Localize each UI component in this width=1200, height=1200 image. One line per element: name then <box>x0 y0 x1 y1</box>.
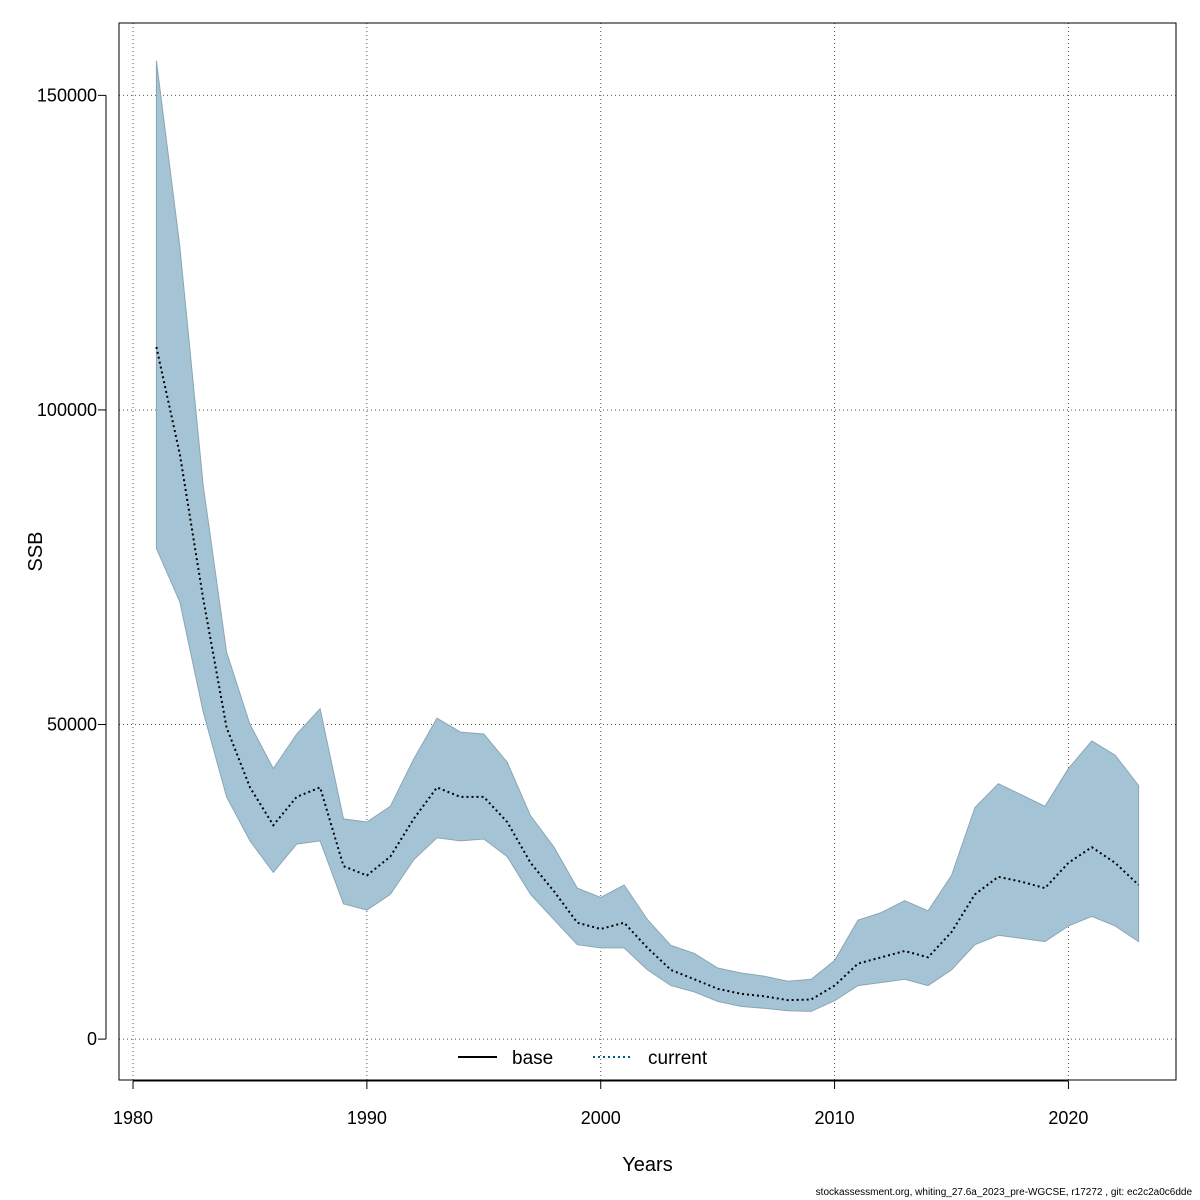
x-tick-label: 2010 <box>815 1108 855 1128</box>
current-series-line <box>155 346 1140 1002</box>
x-axis-label: Years <box>622 1154 672 1176</box>
x-tick-label: 2020 <box>1048 1108 1088 1128</box>
x-tick-label: 1980 <box>113 1108 153 1128</box>
y-tick-label: 50000 <box>47 715 97 735</box>
y-axis-label: SSB <box>25 531 47 571</box>
x-axis: 1980 1990 2000 2010 2020 <box>113 1080 1088 1128</box>
legend-label-current: current <box>648 1048 708 1069</box>
y-tick-label: 0 <box>87 1029 97 1049</box>
y-tick-label: 100000 <box>37 400 97 420</box>
legend-label-base: base <box>512 1048 553 1069</box>
y-axis: 0 50000 100000 150000 <box>37 85 107 1049</box>
x-tick-label: 2000 <box>581 1108 621 1128</box>
legend: base current <box>458 1048 708 1069</box>
plot-frame <box>118 22 1177 1081</box>
x-tick-label: 1990 <box>347 1108 387 1128</box>
band-layer <box>155 60 1140 1012</box>
line-layer <box>155 346 1140 1002</box>
confidence-band <box>155 60 1140 1012</box>
y-tick-label: 150000 <box>37 85 97 105</box>
footer-caption: stockassessment.org, whiting_27.6a_2023_… <box>815 1187 1192 1198</box>
grid-layer <box>119 23 1176 1080</box>
